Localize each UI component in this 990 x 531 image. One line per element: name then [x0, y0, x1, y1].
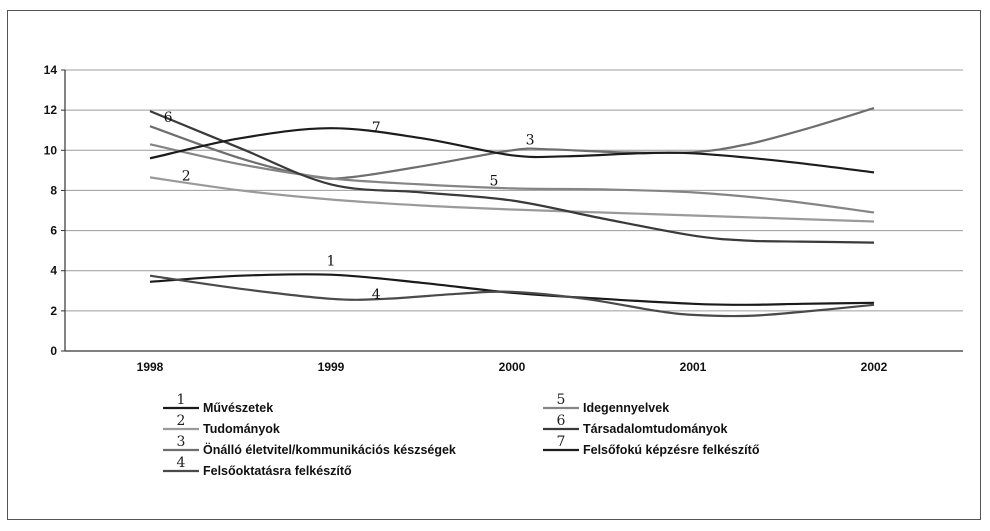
legend-item-1: 1 Művészetek — [163, 392, 273, 415]
legend-label: Felsőfokú képzésre felkészítő — [583, 443, 760, 457]
x-tick-label: 2001 — [680, 360, 707, 374]
x-tick-label: 1998 — [137, 360, 164, 374]
series-line-6 — [149, 110, 875, 244]
series-lines — [149, 107, 875, 318]
line-label-4: 4 — [372, 287, 381, 303]
series-line-1 — [149, 273, 875, 306]
line-label-1: 1 — [327, 254, 336, 270]
legend-number: 1 — [177, 392, 186, 408]
line-label-2: 2 — [182, 168, 191, 184]
legend-number: 5 — [557, 392, 566, 408]
legend-item-4: 4 Felsőoktatásra felkészítő — [163, 455, 352, 478]
legend-item-3: 3 Önálló életvitel/kommunikációs készsége… — [163, 434, 456, 457]
y-tick-label: 8 — [50, 183, 57, 197]
legend-label: Tudományok — [203, 422, 280, 436]
legend-label: Művészetek — [203, 401, 273, 415]
y-tick-label: 0 — [50, 344, 57, 358]
y-tick-label: 12 — [44, 103, 58, 117]
legend-number: 7 — [557, 434, 566, 450]
legend-number: 4 — [177, 455, 186, 471]
x-tick-label: 1999 — [318, 360, 345, 374]
legend-label: Társadalomtudományok — [583, 422, 728, 436]
legend-item-5: 5 Idegennyelvek — [543, 392, 669, 415]
line-label-3: 3 — [526, 132, 535, 148]
legend-item-7: 7 Felsőfokú képzésre felkészítő — [543, 434, 760, 457]
series-line-4 — [149, 274, 875, 318]
legend-number: 6 — [557, 413, 566, 429]
line-label-7: 7 — [372, 120, 381, 136]
y-tick-label: 10 — [44, 143, 58, 157]
legend-number: 2 — [177, 413, 186, 429]
legend-number: 3 — [177, 434, 186, 450]
y-tick-label: 14 — [44, 63, 58, 77]
legend-item-2: 2 Tudományok — [163, 413, 280, 436]
y-axis-ticks: 0 2 4 6 8 10 12 14 — [44, 63, 65, 358]
y-tick-label: 6 — [50, 224, 57, 238]
x-axis-ticks: 1998 1999 2000 2001 2002 — [137, 360, 888, 374]
gridlines — [65, 69, 963, 312]
x-tick-label: 2000 — [499, 360, 526, 374]
series-line-7 — [149, 127, 875, 174]
legend-label: Önálló életvitel/kommunikációs készségek — [203, 442, 456, 457]
legend-item-6: 6 Társadalomtudományok — [543, 413, 728, 436]
series-line-2 — [149, 176, 875, 223]
line-label-5: 5 — [489, 173, 498, 189]
legend-label: Idegennyelvek — [583, 401, 669, 415]
legend-label: Felsőoktatásra felkészítő — [203, 464, 352, 478]
axes — [64, 70, 963, 352]
line-labels: 1 2 3 4 5 6 7 — [164, 110, 535, 303]
y-tick-label: 4 — [50, 264, 57, 278]
legend: 1 Művészetek 2 Tudományok 3 Önálló életvitel/… — [163, 392, 760, 478]
series-line-5 — [149, 143, 875, 214]
y-tick-label: 2 — [50, 304, 57, 318]
line-label-6: 6 — [164, 110, 173, 126]
x-tick-label: 2002 — [861, 360, 888, 374]
